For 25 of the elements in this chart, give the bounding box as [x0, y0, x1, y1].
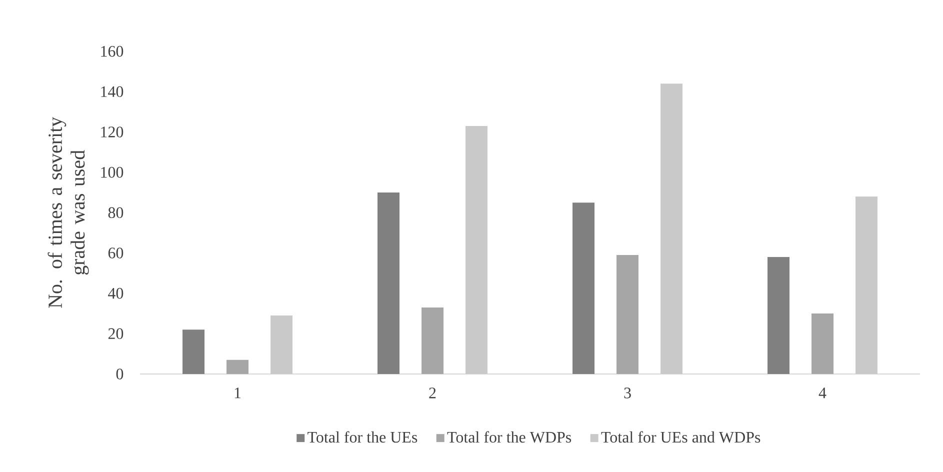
x-tick-label: 1 — [234, 388, 241, 398]
legend-label: Total for the WDPs — [447, 431, 572, 443]
y-tick-label: 120 — [101, 126, 124, 138]
bar — [270, 316, 293, 374]
bar — [768, 257, 790, 374]
y-tick-label: 140 — [101, 86, 124, 98]
legend-label: Total for UEs and WDPs — [601, 431, 760, 443]
y-tick-label: 20 — [108, 328, 124, 340]
bar — [378, 192, 400, 374]
bar — [856, 196, 878, 374]
x-tick-label: 2 — [429, 388, 436, 398]
y-tick-label: 40 — [108, 288, 124, 299]
bar — [660, 84, 683, 374]
bar — [466, 126, 488, 374]
legend-label: Total for the UEs — [308, 431, 418, 443]
y-tick-label: 0 — [116, 368, 124, 380]
bar — [572, 202, 595, 374]
bar — [182, 330, 205, 374]
y-tick-label: 160 — [101, 46, 124, 57]
y-axis-title: No. of times a severity grade was used — [48, 116, 89, 308]
y-tick-label: 100 — [101, 166, 124, 178]
x-tick-label: 3 — [624, 388, 631, 398]
y-tick-label: 60 — [108, 248, 124, 258]
x-tick-label: 4 — [818, 388, 826, 398]
y-tick-label: 80 — [108, 207, 124, 218]
